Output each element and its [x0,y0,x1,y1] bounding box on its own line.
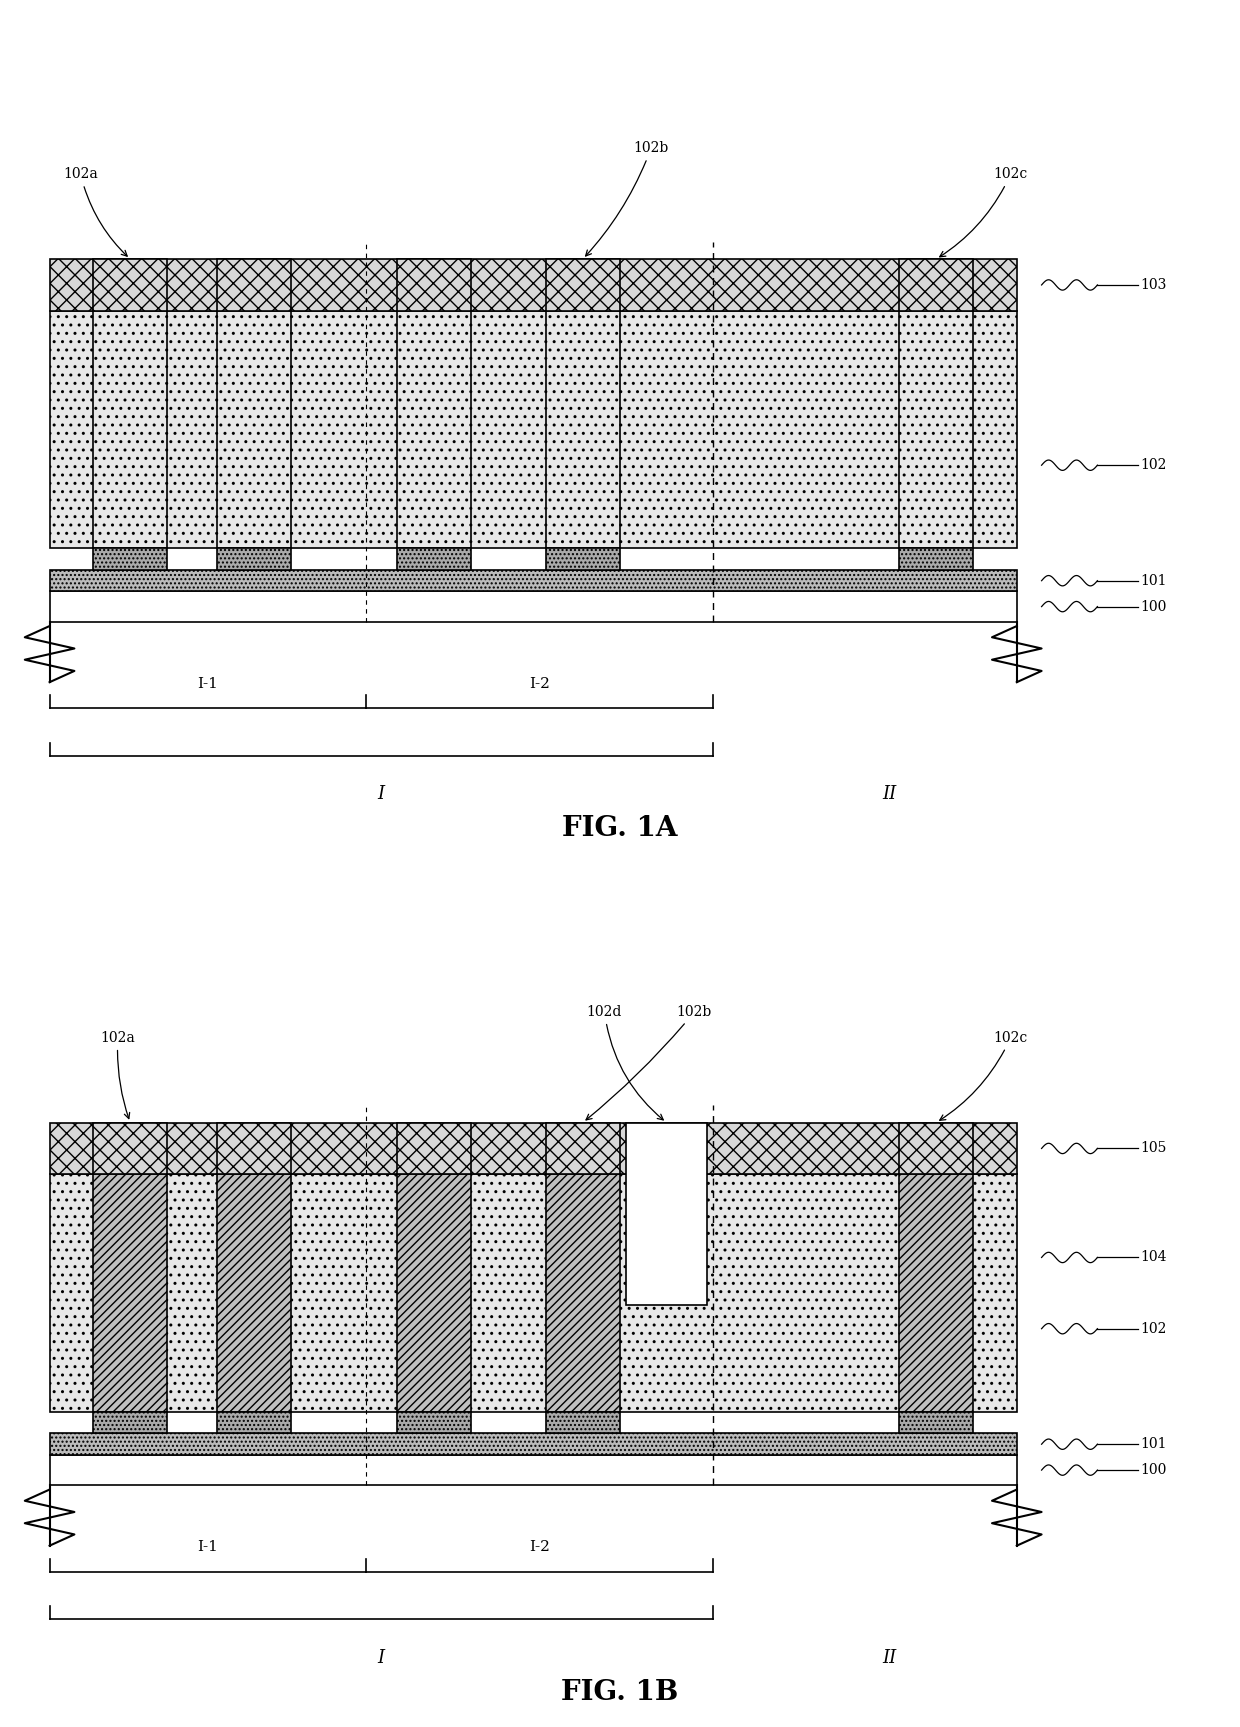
Text: I-2: I-2 [529,1540,549,1554]
Text: 100: 100 [1141,599,1167,613]
Text: I: I [378,786,384,803]
Bar [546,547,620,570]
Bar [50,311,1017,549]
Bar [899,1174,973,1413]
Text: 101: 101 [1141,1437,1167,1451]
Bar [899,1413,973,1433]
Bar [93,1174,167,1413]
Bar [397,547,471,570]
Bar [217,547,291,570]
Bar [50,570,1017,591]
Bar [217,1413,291,1433]
Text: 102: 102 [1141,1321,1167,1335]
Bar [899,547,973,570]
Text: 103: 103 [1141,278,1167,292]
Text: 102: 102 [1141,458,1167,471]
Text: 102a: 102a [63,168,128,256]
Bar [217,1174,291,1413]
Bar [217,311,291,549]
Bar [217,1123,291,1174]
Bar [546,1174,620,1413]
Text: I-1: I-1 [197,677,218,691]
Bar [50,591,1017,622]
Bar [546,259,620,311]
Bar [397,1123,471,1174]
Text: II: II [883,786,897,803]
Bar [50,1454,1017,1485]
Text: FIG. 1B: FIG. 1B [562,1679,678,1706]
Text: 102c: 102c [940,1031,1028,1121]
Text: I: I [378,1649,384,1667]
Text: I-2: I-2 [529,677,549,691]
Bar [546,311,620,549]
Bar [50,1174,1017,1413]
Text: II: II [883,1649,897,1667]
Bar [397,259,471,311]
Bar [93,1413,167,1433]
Bar [93,259,167,311]
Text: 100: 100 [1141,1463,1167,1477]
Bar [899,259,973,311]
Bar [899,311,973,549]
Bar [217,259,291,311]
Bar [50,1433,1017,1454]
Text: 105: 105 [1141,1142,1167,1155]
Bar [397,311,471,549]
Text: 102d: 102d [587,1005,663,1119]
Bar [93,547,167,570]
Text: 101: 101 [1141,573,1167,587]
Text: I-1: I-1 [197,1540,218,1554]
Bar [397,1413,471,1433]
Text: 102a: 102a [100,1031,135,1119]
Bar [626,1123,707,1306]
Bar [93,311,167,549]
Text: FIG. 1A: FIG. 1A [562,815,678,843]
Bar [397,1174,471,1413]
Bar [899,1123,973,1174]
Bar [50,259,1017,311]
Text: 102c: 102c [940,168,1028,257]
Bar [93,1123,167,1174]
Text: 102b: 102b [587,1005,712,1119]
Bar [546,1123,620,1174]
Bar [546,1413,620,1433]
Bar [50,1123,1017,1174]
Text: 104: 104 [1141,1250,1167,1264]
Text: 102b: 102b [585,142,668,256]
